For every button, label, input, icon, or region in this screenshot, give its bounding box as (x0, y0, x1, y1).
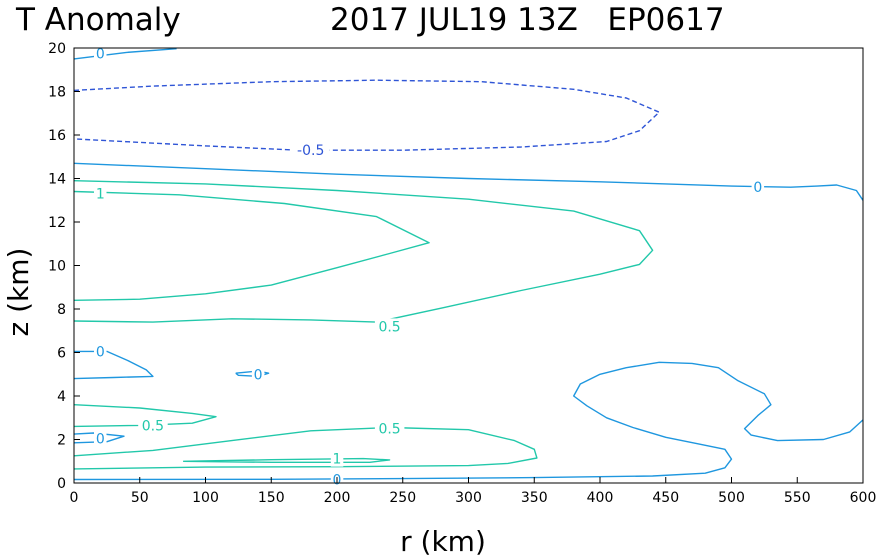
svg-text:0.5: 0.5 (142, 418, 164, 434)
y-tick-label-18: 18 (48, 85, 66, 101)
y-tick-label-12: 12 (48, 215, 66, 231)
svg-text:0.5: 0.5 (378, 422, 400, 438)
contour-label-4: 0.5 (374, 318, 405, 335)
contour-label-0: 0 (94, 45, 107, 62)
y-tick-label-2: 2 (57, 433, 66, 449)
contour-label-2: 0 (751, 179, 765, 196)
contour-line-10 (73, 426, 538, 470)
y-tick-label-10: 10 (48, 259, 66, 275)
x-tick-label-600: 600 (850, 490, 877, 506)
x-tick-label-150: 150 (258, 490, 285, 506)
x-tick-label-300: 300 (455, 490, 482, 506)
svg-text:0: 0 (254, 367, 263, 383)
contour-label-8: 0 (94, 430, 107, 447)
contour-label-9: 0.5 (374, 420, 405, 438)
y-tick-label-16: 16 (48, 128, 66, 144)
svg-text:0.5: 0.5 (378, 319, 400, 335)
svg-text:0: 0 (96, 431, 105, 447)
svg-text:0: 0 (96, 344, 105, 360)
x-tick-label-200: 200 (324, 490, 351, 506)
y-axis-title: z (km) (2, 248, 35, 337)
contour-label-10: 1 (330, 450, 344, 468)
svg-text:1: 1 (96, 187, 105, 203)
svg-text:1: 1 (333, 452, 342, 468)
x-axis-title: r (km) (400, 525, 486, 558)
plot-frame (73, 47, 864, 484)
x-axis-ticks: 0 50 100 150 200 250 300 350 400 450 500 550 600 (70, 477, 877, 506)
chart-title-right: 2017 JUL19 13Z EP0617 (330, 2, 725, 38)
x-tick-label-450: 450 (652, 490, 679, 506)
contour-line-8 (73, 180, 654, 323)
chart-title-left: T Anomaly (15, 2, 181, 38)
contour-label-5: 0 (94, 343, 107, 360)
x-tick-label-350: 350 (521, 490, 548, 506)
y-tick-label-0: 0 (57, 476, 66, 492)
contour-label-6: 0 (251, 366, 265, 383)
svg-text:0: 0 (96, 46, 105, 62)
contour-label-7: 0.5 (138, 417, 168, 434)
contour-line-0 (73, 79, 660, 151)
x-tick-label-400: 400 (587, 490, 614, 506)
contour-line-3 (73, 350, 154, 380)
x-tick-label-100: 100 (192, 490, 219, 506)
svg-text:-0.5: -0.5 (297, 143, 324, 159)
y-tick-label-8: 8 (57, 302, 66, 318)
x-tick-label-250: 250 (389, 490, 416, 506)
x-tick-label-50: 50 (131, 490, 149, 506)
x-tick-label-500: 500 (718, 490, 745, 506)
contour-line-11 (183, 457, 391, 463)
x-tick-label-550: 550 (784, 490, 811, 506)
contour-label-3: 1 (94, 185, 107, 203)
svg-text:0: 0 (753, 180, 762, 196)
y-tick-label-20: 20 (48, 41, 66, 57)
y-axis-ticks: 0 2 4 6 8 10 12 14 16 18 20 (48, 41, 80, 492)
y-tick-label-6: 6 (57, 346, 66, 362)
contour-label-1: -0.5 (291, 142, 330, 159)
contour-line-2 (73, 48, 177, 60)
contour-line-6 (73, 361, 864, 481)
x-tick-label-0: 0 (70, 490, 79, 506)
contour-layer (73, 48, 864, 481)
contour-line-1 (73, 162, 864, 201)
y-tick-label-14: 14 (48, 172, 66, 188)
contour-line-7 (73, 190, 430, 301)
y-tick-label-4: 4 (57, 389, 66, 405)
